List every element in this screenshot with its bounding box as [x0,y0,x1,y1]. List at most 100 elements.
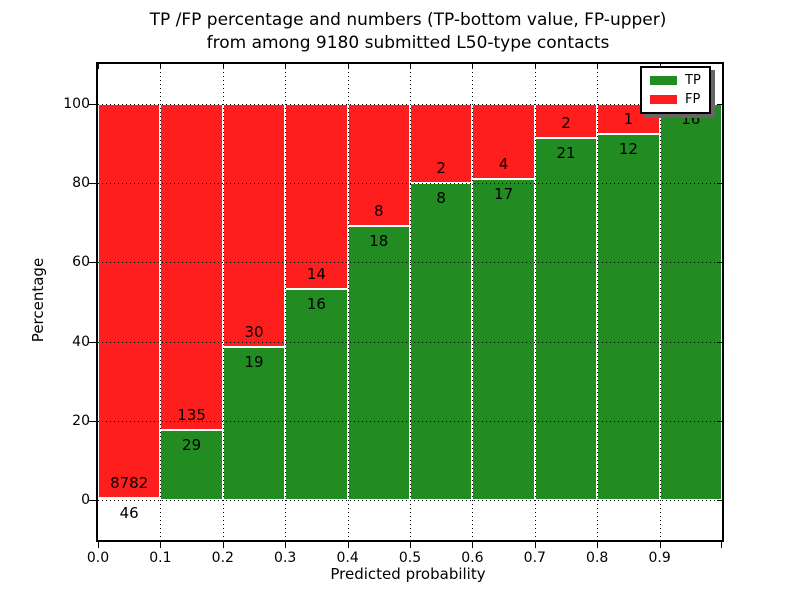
gridline-vertical [659,64,661,540]
chart-title: TP /FP percentage and numbers (TP-bottom… [96,9,720,55]
y-axis-label: Percentage [29,257,47,343]
bar-segment-tp [285,288,348,501]
y-tick-mark-right [717,262,722,264]
y-tick-mark-right [717,341,722,343]
x-tick-mark [285,540,287,548]
x-tick-label: 0.3 [274,550,297,566]
x-tick-mark [597,540,599,548]
x-tick-mark-top [347,64,349,69]
bar-segment-tp [659,103,722,501]
bar-value-label-tp: 29 [182,436,202,455]
y-tick-mark-right [717,103,722,105]
bar-segment-fp [98,103,161,499]
y-tick-label: 100 [63,95,90,112]
gridline-vertical [347,64,349,540]
x-tick-mark [534,540,536,548]
bar-value-label-fp: 8 [374,201,384,220]
bar-value-label-fp: 14 [306,264,326,283]
legend-item-tp: TP [650,74,701,87]
x-tick-mark-top [534,64,536,69]
gridline-vertical [472,64,474,540]
legend: TP FP [640,66,711,114]
x-tick-mark [347,540,349,548]
bar-value-label-fp: 8782 [110,474,149,493]
x-tick-label: 0.1 [149,550,172,566]
legend-tp-swatch-icon [650,76,677,85]
y-tick-mark [89,421,98,422]
gridline-vertical [410,64,411,540]
bar-value-label-fp: 4 [498,155,509,174]
x-tick-label: 0.0 [86,550,110,566]
bar-segment-tp [534,138,598,501]
chart-title-line1: TP /FP percentage and numbers (TP-bottom… [149,10,667,30]
y-tick-mark-right [717,183,722,184]
y-tick-label: 60 [72,254,90,271]
x-tick-label: 0.7 [523,550,546,566]
y-tick-mark [89,103,98,105]
bar-value-label-tp: 16 [306,294,326,313]
bar-segment-fp [597,103,660,135]
x-tick-mark-top [98,64,99,69]
y-tick-label: 40 [72,333,90,350]
x-tick-mark [659,540,661,548]
chart-title-line2: from among 9180 submitted L50-type conta… [206,33,610,53]
gridline-vertical [534,64,536,540]
x-tick-mark-top [472,64,474,69]
x-tick-mark-top [160,64,162,69]
gridline-vertical [285,64,287,540]
y-tick-mark [89,183,98,184]
y-tick-label: 0 [81,492,90,509]
bar-value-label-tp: 46 [119,504,139,523]
bar-value-label-tp: 18 [369,231,389,250]
x-tick-label: 0.8 [586,550,609,566]
x-tick-label: 0.4 [336,550,359,566]
y-tick-mark [89,341,98,343]
bar-segment-fp [534,103,598,139]
bar-value-label-tp: 8 [436,189,446,207]
x-tick-mark [222,540,224,548]
bar-value-label-fp: 1 [623,110,634,129]
bar-segment-fp [285,103,348,289]
x-axis-label: Predicted probability [330,565,486,583]
y-tick-label: 80 [72,175,90,191]
x-tick-label: 0.5 [398,550,422,566]
legend-fp-label: FP [685,92,701,107]
x-tick-mark [472,540,474,548]
x-tick-label: 0.2 [211,550,234,566]
bar-value-label-tp: 17 [494,185,514,204]
x-tick-mark [98,540,99,548]
plot-area: 0 20 40 60 80 100 0.0 0.1 0.2 0.3 0.4 0.5 0.6 0.7 0.8 0… [63,62,724,566]
bar-segment-fp [160,103,223,431]
x-tick-mark-top [222,64,224,69]
bar-segment-tp [597,134,660,501]
gridline-vertical [597,64,599,540]
y-tick-label: 20 [72,413,90,429]
bar-value-label-tp: 16 [681,109,701,128]
bar-segment-tp [98,498,161,501]
gridline-vertical [160,64,162,540]
bar-value-label-tp: 12 [618,140,638,159]
bar-segment-tp [160,430,223,501]
x-tick-mark [721,540,722,548]
x-tick-mark-top [597,64,599,69]
bar-value-label-fp: 2 [561,114,571,133]
legend-tp-label: TP [685,73,701,88]
bar-value-label-tp: 19 [244,352,264,371]
y-tick-mark [89,500,98,502]
y-tick-mark-right [717,421,722,422]
x-tick-mark [160,540,162,548]
x-tick-mark-top [410,64,411,69]
legend-item-fp: FP [650,93,701,106]
x-tick-label: 0.9 [648,550,671,566]
y-tick-mark [89,262,98,264]
x-tick-mark [410,540,411,548]
bar-value-label-fp: 135 [177,406,206,425]
bar-value-label-tp: 21 [556,144,576,163]
gridline-vertical [222,64,224,540]
x-tick-label: 0.6 [461,550,484,566]
legend-fp-swatch-icon [650,95,677,104]
bar-segment-tp [472,179,535,501]
bar-segment-tp [347,225,410,501]
x-tick-mark-top [285,64,287,69]
